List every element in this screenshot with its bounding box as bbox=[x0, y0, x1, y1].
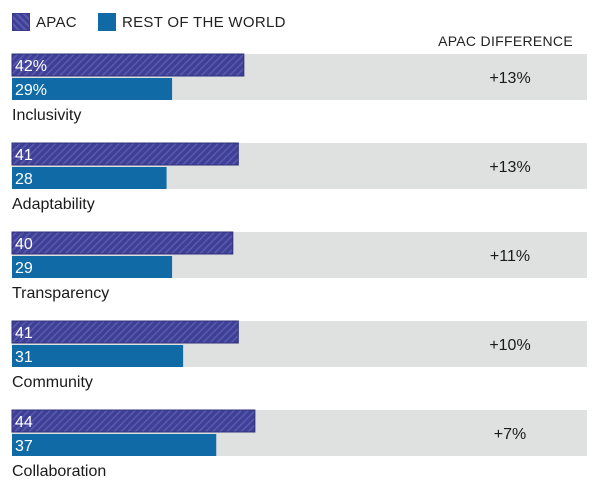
bar-rest-of-world bbox=[12, 167, 167, 189]
category-group: 41 31 +10% Community bbox=[11, 320, 587, 391]
category-label: Adaptability bbox=[12, 196, 95, 213]
bar-rest-of-world bbox=[12, 345, 184, 367]
bar-rest-of-world bbox=[12, 78, 173, 100]
category-group: 40 29 +11% Transparency bbox=[11, 231, 587, 302]
data-label-rest-of-world: 28 bbox=[15, 171, 33, 188]
data-label-apac: 40 bbox=[15, 236, 33, 253]
bar-apac bbox=[11, 142, 239, 166]
bar-rest-of-world bbox=[12, 256, 173, 278]
category-group: 41 28 +13% Adaptability bbox=[11, 142, 587, 213]
legend-swatch-rest-of-world bbox=[98, 13, 116, 31]
category-label: Transparency bbox=[12, 285, 109, 302]
bar-apac bbox=[11, 231, 234, 255]
difference-value: +7% bbox=[494, 426, 526, 443]
data-label-apac: 44 bbox=[15, 414, 33, 431]
legend-label-apac: APAC bbox=[36, 14, 77, 31]
data-label-rest-of-world: 31 bbox=[15, 349, 33, 366]
bar-apac bbox=[11, 409, 256, 433]
legend-swatch-apac bbox=[12, 13, 30, 31]
difference-value: +13% bbox=[489, 159, 530, 176]
category-group: 42% 29% +13% Inclusivity bbox=[11, 53, 587, 124]
bar-apac bbox=[11, 320, 239, 344]
data-label-apac: 42% bbox=[15, 58, 47, 75]
category-label: Inclusivity bbox=[12, 107, 81, 124]
category-label: Community bbox=[12, 374, 93, 391]
bar-apac bbox=[11, 53, 245, 77]
difference-value: +13% bbox=[489, 70, 530, 87]
difference-value: +10% bbox=[489, 337, 530, 354]
category-group: 44 37 +7% Collaboration bbox=[11, 409, 587, 480]
data-label-apac: 41 bbox=[15, 147, 33, 164]
category-label: Collaboration bbox=[12, 463, 106, 480]
difference-column-header: APAC DIFFERENCE bbox=[438, 33, 573, 49]
data-label-rest-of-world: 29 bbox=[15, 260, 33, 277]
difference-value: +11% bbox=[490, 248, 530, 265]
data-label-rest-of-world: 29% bbox=[15, 82, 47, 99]
data-label-apac: 41 bbox=[15, 325, 33, 342]
bar-rest-of-world bbox=[12, 434, 217, 456]
legend-label-rest-of-world: REST OF THE WORLD bbox=[122, 14, 286, 31]
data-label-rest-of-world: 37 bbox=[15, 438, 33, 455]
